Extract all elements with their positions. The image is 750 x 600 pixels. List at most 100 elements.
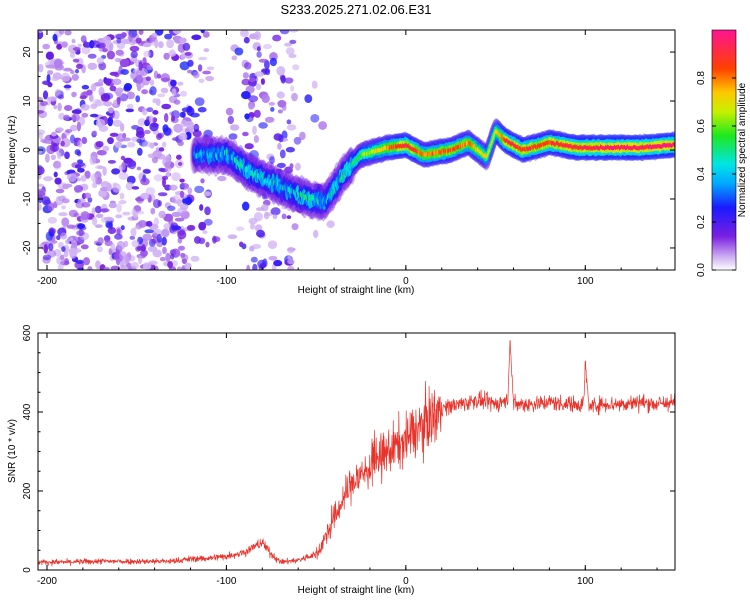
noise-blob	[204, 169, 211, 174]
noise-blob	[138, 61, 143, 71]
noise-blob	[130, 50, 138, 59]
ridge-cell	[231, 154, 234, 161]
ridge-cell	[377, 147, 379, 153]
ridge-cell	[226, 149, 228, 156]
noise-blob	[177, 140, 184, 147]
noise-blob	[73, 185, 84, 193]
noise-blob	[227, 234, 238, 239]
ridge-cell	[345, 169, 347, 176]
noise-blob	[161, 175, 169, 181]
noise-blob	[248, 95, 259, 103]
noise-blob	[158, 210, 166, 219]
noise-blob	[265, 212, 273, 217]
noise-blob	[61, 72, 71, 82]
snr-xlabel: Height of straight line (km)	[298, 585, 415, 596]
noise-blob	[177, 230, 187, 240]
noise-blob	[116, 203, 122, 213]
noise-blob	[55, 127, 64, 132]
noise-blob	[252, 263, 258, 270]
noise-blob	[116, 228, 121, 235]
noise-blob	[137, 147, 143, 156]
ridge-cell	[344, 169, 346, 176]
noise-blob	[170, 79, 177, 87]
ridge-cell	[193, 150, 195, 157]
noise-blob	[92, 130, 97, 136]
noise-blob	[63, 114, 70, 121]
noise-blob	[129, 45, 140, 52]
ridge-cell	[292, 188, 294, 195]
noise-blob	[256, 46, 261, 52]
noise-blob	[189, 112, 200, 118]
noise-blob	[71, 38, 76, 44]
noise-blob	[120, 225, 125, 231]
noise-blob	[96, 149, 107, 156]
noise-blob	[246, 264, 251, 270]
noise-blob	[272, 214, 278, 220]
noise-blob	[161, 77, 170, 82]
noise-blob	[58, 212, 68, 217]
spectrogram-ytick-label: 0	[22, 147, 33, 153]
colorbar-tick-label: 0.0	[696, 263, 707, 277]
noise-blob	[89, 155, 97, 165]
noise-blob	[91, 216, 98, 226]
spectrogram-xtick-label: -200	[37, 276, 57, 287]
noise-blob	[157, 200, 162, 207]
noise-blob	[299, 131, 306, 141]
snr-xtick-label: -200	[37, 576, 57, 587]
noise-blob	[287, 265, 295, 270]
noise-blob	[95, 260, 101, 270]
noise-blob	[157, 192, 168, 197]
noise-blob	[326, 220, 335, 228]
spectrogram-xtick-label: -100	[216, 276, 236, 287]
noise-blob	[161, 103, 172, 110]
noise-blob	[167, 50, 177, 57]
noise-blob	[50, 154, 57, 160]
noise-blob	[70, 240, 78, 250]
noise-blob	[110, 265, 121, 270]
noise-blob	[203, 48, 210, 53]
noise-blob	[138, 220, 147, 228]
noise-blob	[143, 50, 151, 58]
noise-blob	[192, 130, 202, 137]
noise-blob	[131, 240, 140, 248]
noise-blob	[63, 67, 73, 72]
noise-blob	[151, 156, 159, 164]
noise-blob	[206, 66, 215, 71]
noise-blob	[42, 254, 52, 261]
noise-blob	[273, 133, 283, 141]
noise-blob	[291, 223, 299, 231]
noise-blob	[40, 101, 48, 106]
ridge-cell	[260, 177, 262, 184]
noise-blob	[162, 124, 169, 133]
noise-blob	[289, 39, 297, 45]
ridge-cell	[234, 157, 237, 164]
noise-blob	[182, 42, 191, 51]
noise-blob	[163, 223, 172, 230]
noise-blob	[178, 245, 185, 251]
ridge-cell	[425, 152, 427, 157]
noise-blob	[77, 223, 86, 229]
ridge-cell	[567, 144, 569, 149]
ridge-cell	[195, 152, 197, 159]
noise-blob	[187, 187, 193, 195]
noise-blob	[103, 92, 114, 100]
noise-blob	[103, 267, 110, 270]
snr-ytick-label: 200	[22, 482, 33, 499]
noise-blob	[106, 50, 115, 60]
noise-blob	[111, 168, 121, 175]
noise-blob	[102, 145, 110, 152]
noise-blob	[57, 94, 64, 100]
noise-blob	[48, 243, 54, 252]
noise-blob	[244, 62, 252, 70]
ridge-cell	[439, 150, 441, 155]
colorbar-ticks: 0.0 0.2 0.4 0.6 0.8	[696, 71, 736, 277]
ridge-cell	[515, 144, 517, 149]
ridge-cell	[658, 144, 660, 149]
noise-blob	[253, 109, 261, 118]
noise-blob	[61, 41, 68, 48]
noise-blob	[109, 85, 117, 92]
ridge-cell	[491, 139, 493, 144]
noise-blob	[288, 30, 299, 33]
noise-blob	[115, 87, 124, 94]
